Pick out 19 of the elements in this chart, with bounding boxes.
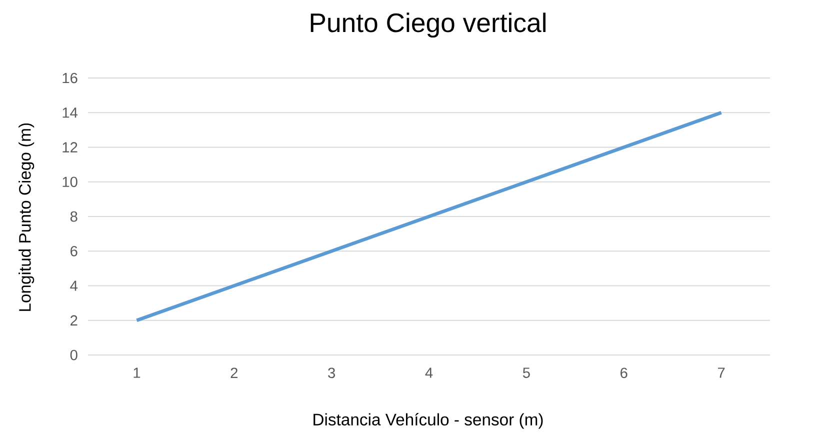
x-tick-label: 6: [620, 368, 628, 378]
x-tick-label: 2: [230, 368, 238, 378]
y-tick-label: 14: [62, 108, 78, 118]
x-tick-label: 7: [718, 368, 725, 378]
y-tick-label: 4: [70, 280, 78, 291]
y-tick-label: 12: [62, 142, 78, 152]
y-tick-label: 8: [70, 211, 78, 222]
x-axis-title: Distancia Vehículo - sensor (m): [314, 413, 543, 429]
y-tick-label: 16: [62, 72, 78, 84]
x-tick-label: 5: [522, 368, 530, 378]
y-tick-label: 0: [70, 350, 78, 360]
y-tick-label: 10: [62, 176, 78, 188]
y-tick-label: 2: [70, 315, 78, 326]
x-tick-label: 3: [328, 368, 336, 378]
x-tick-label: 4: [425, 368, 433, 378]
y-tick-label: 6: [70, 246, 78, 256]
x-tick-label: 1: [134, 368, 140, 378]
y-axis-title: Longitud Punto Ciego (m): [18, 123, 34, 311]
chart-title: Punto Ciego vertical: [310, 12, 546, 38]
